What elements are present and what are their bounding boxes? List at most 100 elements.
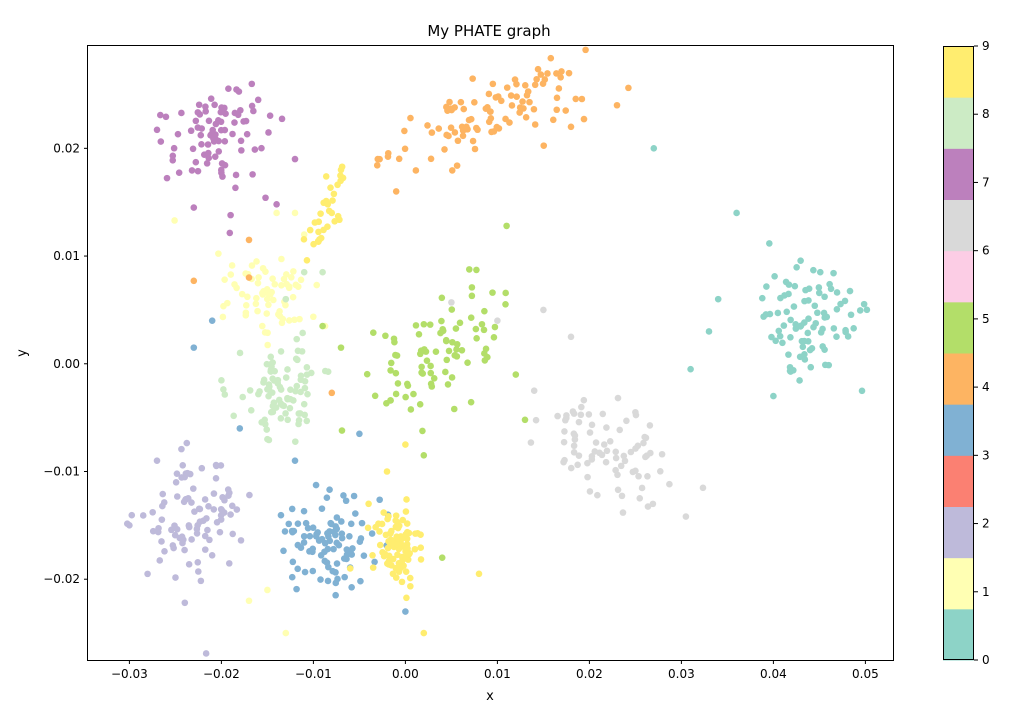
data-point — [211, 101, 218, 109]
data-point — [394, 524, 402, 532]
data-point — [796, 377, 803, 384]
data-point — [687, 365, 694, 373]
data-point — [205, 154, 213, 162]
data-point — [467, 314, 475, 321]
data-point — [392, 369, 400, 377]
data-point — [397, 564, 405, 572]
data-point — [403, 535, 411, 543]
data-point — [178, 109, 185, 117]
data-point — [473, 266, 480, 274]
data-point — [625, 84, 632, 92]
data-point — [658, 450, 666, 458]
data-point — [288, 273, 295, 281]
cluster-6 — [448, 299, 707, 520]
data-point — [313, 530, 320, 538]
data-point — [347, 547, 354, 555]
colorbar-frame — [943, 46, 974, 660]
data-point — [262, 194, 269, 202]
data-point — [411, 545, 419, 553]
data-point — [481, 350, 488, 357]
data-point — [846, 287, 854, 295]
data-point — [248, 102, 256, 110]
data-point — [588, 421, 596, 429]
data-point — [338, 530, 346, 537]
data-point — [407, 114, 414, 122]
data-point — [210, 506, 218, 513]
data-point — [206, 536, 213, 544]
data-point — [387, 397, 394, 404]
data-point — [534, 65, 542, 73]
data-point — [277, 511, 285, 519]
data-point — [189, 485, 197, 492]
data-point — [787, 334, 794, 341]
data-point — [481, 307, 488, 315]
x-axis-label: x — [486, 689, 494, 704]
data-point — [171, 217, 178, 224]
data-point — [267, 366, 275, 374]
data-point — [190, 277, 198, 285]
data-point — [856, 307, 864, 314]
data-point — [478, 320, 486, 328]
data-point — [226, 489, 233, 497]
data-point — [268, 360, 276, 367]
data-point — [308, 369, 315, 377]
data-point — [791, 282, 799, 290]
data-point — [530, 387, 538, 395]
data-point — [649, 500, 657, 508]
x-tick-label: 0.01 — [484, 667, 511, 681]
data-point — [221, 161, 229, 169]
data-point — [309, 524, 317, 532]
data-point — [447, 124, 455, 132]
data-point — [274, 379, 282, 387]
data-point — [264, 385, 271, 393]
data-point — [247, 407, 255, 414]
data-point — [448, 374, 456, 381]
colorbar — [943, 46, 974, 661]
data-point — [239, 393, 247, 401]
data-point — [254, 96, 262, 104]
data-point — [555, 85, 563, 92]
data-point — [188, 536, 195, 543]
data-point — [277, 415, 285, 422]
data-point — [821, 293, 828, 301]
cluster-2 — [123, 439, 253, 657]
data-point — [521, 416, 529, 424]
data-point — [445, 347, 453, 355]
data-point — [537, 71, 545, 78]
data-point — [365, 500, 372, 508]
data-point — [815, 289, 823, 297]
data-point — [512, 371, 520, 378]
data-point — [438, 317, 445, 325]
data-point — [263, 360, 271, 368]
data-point — [253, 258, 260, 265]
data-point — [317, 234, 325, 242]
data-point — [586, 429, 594, 436]
data-point — [774, 309, 782, 317]
data-point — [174, 130, 182, 138]
data-point — [256, 388, 263, 395]
data-point — [454, 137, 462, 145]
data-point — [192, 117, 200, 125]
colorbar-segment — [943, 97, 974, 149]
data-point — [582, 46, 589, 54]
data-point — [460, 105, 468, 113]
data-point — [801, 350, 808, 358]
data-point — [472, 325, 480, 333]
data-point — [847, 311, 855, 319]
data-point — [785, 290, 792, 298]
colorbar-segment — [943, 455, 974, 507]
data-point — [178, 533, 186, 541]
data-point — [797, 322, 805, 330]
data-point — [284, 394, 291, 402]
data-point — [780, 322, 788, 329]
data-point — [419, 370, 427, 377]
data-point — [571, 436, 579, 443]
data-point — [315, 228, 322, 236]
data-point — [327, 519, 334, 527]
data-point — [456, 319, 464, 327]
data-point — [599, 410, 607, 418]
data-point — [473, 124, 480, 132]
data-point — [816, 268, 824, 276]
data-point — [621, 457, 629, 465]
data-point — [285, 284, 293, 292]
